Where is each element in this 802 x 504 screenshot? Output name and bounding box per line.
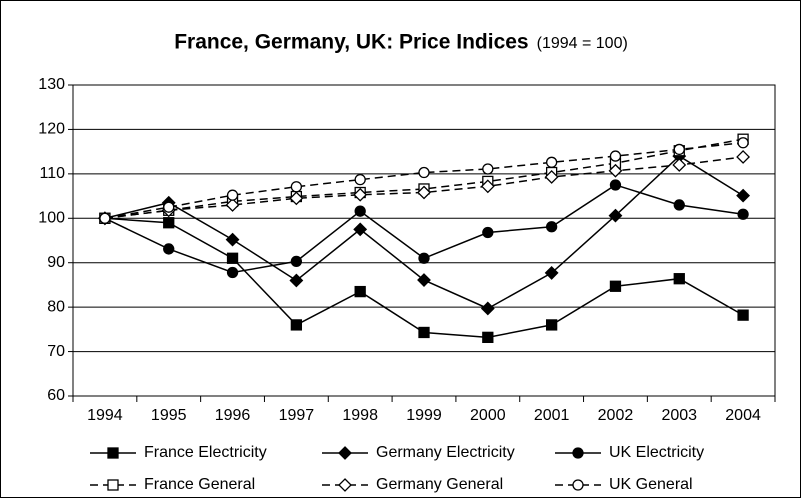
- data-point: [609, 179, 622, 191]
- data-point: [608, 163, 623, 178]
- x-tick-label: 2004: [725, 407, 761, 424]
- data-point: [417, 273, 431, 287]
- data-point: [354, 285, 366, 298]
- plot-area: [72, 84, 776, 397]
- data-point: [225, 232, 240, 247]
- x-tick-label: 2000: [470, 407, 506, 424]
- data-point: [737, 309, 749, 321]
- chart-subtitle: (1994 = 100): [537, 35, 628, 52]
- data-point: [226, 252, 239, 264]
- legend-marker: [572, 447, 584, 459]
- data-point: [353, 222, 368, 237]
- legend-marker: [572, 479, 584, 491]
- data-point: [608, 208, 623, 223]
- data-point: [289, 273, 304, 288]
- x-tick-label: 2003: [661, 407, 697, 424]
- data-point: [482, 331, 494, 344]
- data-point: [673, 199, 685, 211]
- data-point: [225, 198, 240, 212]
- data-point: [673, 273, 685, 285]
- data-point: [354, 205, 366, 217]
- series-line: [104, 142, 744, 220]
- data-point: [545, 156, 558, 168]
- data-point: [737, 208, 749, 220]
- data-point: [99, 212, 111, 224]
- data-point: [226, 266, 239, 279]
- x-tick-label: 1998: [342, 407, 378, 424]
- legend-label: Germany Electricity: [376, 444, 515, 461]
- y-tick-label: 130: [38, 76, 65, 93]
- x-tick-label: 1996: [215, 407, 251, 424]
- data-point: [290, 255, 303, 268]
- y-tick-label: 100: [38, 210, 65, 227]
- y-tick-label: 120: [38, 121, 65, 138]
- x-tick-label: 1999: [406, 407, 442, 424]
- data-point: [545, 221, 558, 233]
- y-tick-label: 80: [47, 298, 65, 315]
- data-point: [737, 137, 749, 149]
- data-point: [736, 188, 751, 203]
- legend-label: France Electricity: [144, 444, 267, 461]
- x-tick-label: 1997: [279, 407, 315, 424]
- data-point: [545, 319, 558, 331]
- data-point: [736, 150, 751, 164]
- data-point: [482, 226, 494, 239]
- legend-label: UK General: [609, 476, 693, 493]
- y-tick-label: 90: [47, 254, 65, 271]
- data-point: [609, 150, 622, 162]
- chart-title: France, Germany, UK: Price Indices: [174, 31, 528, 54]
- data-point: [480, 301, 495, 316]
- x-tick-label: 1994: [87, 407, 123, 424]
- legend-marker: [107, 479, 119, 491]
- data-point: [544, 170, 559, 184]
- data-point: [290, 181, 303, 193]
- data-point: [163, 243, 175, 255]
- data-point: [354, 173, 366, 186]
- data-point: [418, 326, 430, 339]
- data-point: [480, 179, 495, 194]
- legend-label: France General: [144, 476, 255, 493]
- data-point: [289, 191, 304, 206]
- x-tick-label: 2001: [534, 407, 570, 424]
- legend-label: Germany General: [376, 476, 503, 493]
- data-point: [418, 252, 430, 264]
- series-line: [104, 138, 744, 220]
- x-tick-label: 1995: [151, 407, 187, 424]
- legend-label: UK Electricity: [609, 444, 704, 461]
- y-tick-label: 110: [39, 165, 65, 182]
- data-point: [673, 143, 685, 156]
- data-point: [544, 266, 559, 280]
- data-point: [290, 319, 303, 331]
- data-point: [482, 163, 494, 175]
- data-point: [163, 217, 175, 229]
- x-tick-label: 2002: [598, 407, 634, 424]
- data-point: [417, 185, 431, 200]
- legend-marker: [338, 446, 352, 460]
- y-tick-label: 70: [47, 343, 65, 360]
- data-point: [418, 166, 430, 179]
- data-point: [353, 187, 368, 202]
- legend-marker: [107, 447, 119, 459]
- y-tick-label: 60: [47, 387, 65, 404]
- data-point: [163, 201, 175, 213]
- legend-marker: [338, 478, 352, 492]
- data-point: [609, 280, 622, 292]
- data-point: [226, 189, 239, 201]
- series-line: [104, 156, 744, 220]
- data-point: [672, 158, 687, 172]
